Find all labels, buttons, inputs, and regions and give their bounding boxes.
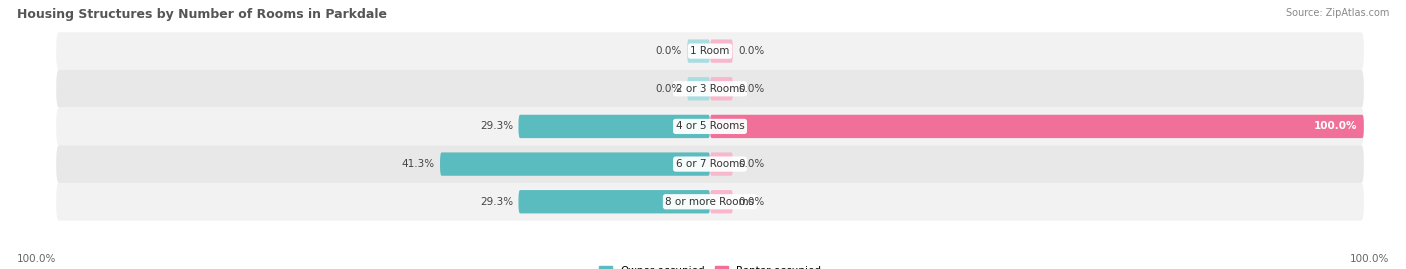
FancyBboxPatch shape [710,115,1364,138]
FancyBboxPatch shape [56,145,1364,183]
FancyBboxPatch shape [688,40,710,63]
Text: 29.3%: 29.3% [479,197,513,207]
Text: Source: ZipAtlas.com: Source: ZipAtlas.com [1285,8,1389,18]
Text: 100.0%: 100.0% [1350,254,1389,264]
Text: 0.0%: 0.0% [738,84,765,94]
FancyBboxPatch shape [519,115,710,138]
FancyBboxPatch shape [688,77,710,100]
Text: 0.0%: 0.0% [738,159,765,169]
Text: 100.0%: 100.0% [1313,121,1357,132]
FancyBboxPatch shape [519,190,710,213]
Text: 0.0%: 0.0% [655,46,682,56]
FancyBboxPatch shape [710,190,733,213]
Text: 0.0%: 0.0% [655,84,682,94]
FancyBboxPatch shape [56,108,1364,145]
FancyBboxPatch shape [56,32,1364,70]
FancyBboxPatch shape [56,183,1364,221]
Text: 0.0%: 0.0% [738,197,765,207]
FancyBboxPatch shape [440,153,710,176]
Legend: Owner-occupied, Renter-occupied: Owner-occupied, Renter-occupied [599,266,821,269]
FancyBboxPatch shape [56,70,1364,108]
Text: 4 or 5 Rooms: 4 or 5 Rooms [676,121,744,132]
Text: 8 or more Rooms: 8 or more Rooms [665,197,755,207]
Text: 29.3%: 29.3% [479,121,513,132]
Text: 100.0%: 100.0% [17,254,56,264]
FancyBboxPatch shape [710,153,733,176]
FancyBboxPatch shape [710,77,733,100]
FancyBboxPatch shape [710,40,733,63]
Text: 6 or 7 Rooms: 6 or 7 Rooms [676,159,744,169]
Text: 2 or 3 Rooms: 2 or 3 Rooms [676,84,744,94]
Text: 1 Room: 1 Room [690,46,730,56]
Text: 0.0%: 0.0% [738,46,765,56]
Text: Housing Structures by Number of Rooms in Parkdale: Housing Structures by Number of Rooms in… [17,8,387,21]
Text: 41.3%: 41.3% [402,159,434,169]
